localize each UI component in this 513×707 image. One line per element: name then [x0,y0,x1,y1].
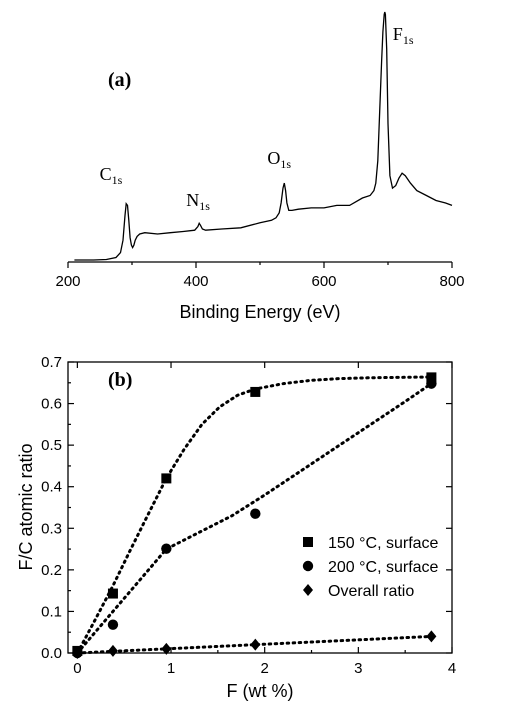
data-point-diamond [161,642,172,655]
legend-marker-square [303,537,313,547]
panel-b-legend: 150 °C, surface 200 °C, surface Overall ra… [302,535,439,600]
legend-label-diamond: Overall ratio [328,583,414,600]
panel-b-data-points [72,372,437,659]
panel-b-y-tick-label: 0.1 [41,603,62,620]
panel-a-peak-labels: C1s N1s O1s F1s [100,24,414,213]
panel-b-label: (b) [108,369,132,391]
data-point-circle [161,543,172,554]
data-point-square [107,588,118,599]
data-point-diamond [250,638,261,651]
panel-b-y-tick-label: 0.7 [41,354,62,371]
panel-b-x-tick-label: 0 [73,660,81,677]
panel-b-y-axis-title: F/C atomic ratio [16,443,36,570]
data-point-diamond [426,630,437,643]
fit-curve-circle [75,382,433,655]
panel-b-x-tick-label: 4 [448,660,456,677]
xps-spectrum-line [74,11,453,261]
data-point-square [426,372,437,383]
legend-marker-circle [302,560,314,572]
panel-a-x-tick-label: 200 [55,273,80,290]
data-point-diamond [107,644,118,657]
panel-b-x-tick-label: 2 [261,660,269,677]
fit-curve-square [75,375,433,655]
panel-b-fc-ratio-chart: (b) 0 1 2 3 4 0.0 0.1 0.2 0.3 0.4 0.5 0.6 0.7 150 °C… [16,354,456,701]
panel-b-x-tick-label: 1 [167,660,175,677]
data-point-square [250,386,261,397]
panel-a-label: (a) [108,69,131,91]
panel-b-y-tick-label: 0.0 [41,645,62,662]
panel-a-x-tick-label: 400 [183,273,208,290]
panel-a-x-axis-title: Binding Energy (eV) [179,302,340,322]
panel-b-x-tick-label: 3 [354,660,362,677]
data-point-circle [250,508,261,519]
data-point-circle [426,378,437,389]
panel-b-y-tick-label: 0.6 [41,396,62,413]
panel-b-y-tick-label: 0.2 [41,562,62,579]
panel-b-ticks: 0 1 2 3 4 0.0 0.1 0.2 0.3 0.4 0.5 0.6 0.7 [41,354,456,677]
panel-b-y-tick-label: 0.4 [41,479,62,496]
panel-a-x-ticks: 200 400 600 800 [55,262,465,290]
legend-marker-diamond [303,584,313,596]
panel-a-xps-spectrum: (a) 200 400 600 800 C1s N1s O1s F1s Binding En… [55,11,465,322]
fit-curve-diamond [75,634,433,655]
panel-a-x-tick-label: 600 [311,273,336,290]
data-point-circle [107,619,119,630]
data-point-diamond [72,647,83,659]
peak-label-n1s: N1s [186,190,210,213]
peak-label-o1s: O1s [267,148,291,171]
panel-b-plot-frame [67,361,453,654]
panel-b-y-tick-label: 0.3 [41,520,62,537]
legend-label-square: 150 °C, surface [328,535,439,552]
peak-label-f1s: F1s [393,24,414,47]
peak-label-c1s: C1s [100,164,123,187]
panel-b-fit-curves [75,375,433,655]
panel-a-x-tick-label: 800 [439,273,464,290]
panel-b-y-tick-label: 0.5 [41,437,62,454]
legend-label-circle: 200 °C, surface [328,559,439,576]
data-point-square [161,473,172,484]
panel-b-x-axis-title: F (wt %) [227,681,294,701]
